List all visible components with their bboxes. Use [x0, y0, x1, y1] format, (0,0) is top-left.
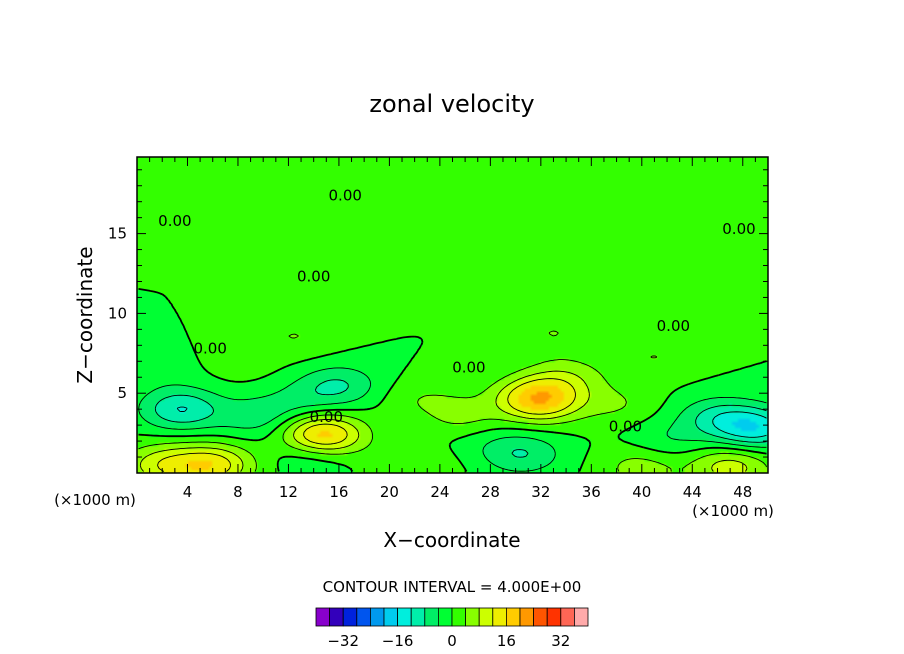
y-tick-label: 10 [108, 304, 127, 322]
x-tick-label: 44 [683, 483, 702, 501]
plot-area: 0.00 0.00 0.00 0.00 0.00 0.00 0.00 0.00 0.00 [136, 156, 769, 474]
colorbar-swatch [574, 607, 589, 627]
contour-label: 0.00 [722, 220, 755, 238]
x-tick-label: 40 [632, 483, 651, 501]
colorbar-swatch [329, 607, 344, 627]
contour-line [139, 370, 748, 472]
contour-labels: 0.00 0.00 0.00 0.00 0.00 0.00 0.00 0.00 0.00 [158, 186, 756, 435]
contour-label: 0.00 [193, 340, 226, 358]
colorbar-swatch [397, 607, 412, 627]
colorbar-tick-label: 32 [551, 632, 570, 650]
x-tick-label: 36 [582, 483, 601, 501]
x-unit-label-right: (×1000 m) [692, 502, 774, 520]
colorbar-swatch [478, 607, 494, 627]
colorbar-tick-label: 16 [497, 632, 516, 650]
colorbar-tick-label: −16 [382, 632, 414, 650]
velocity-field [137, 157, 768, 473]
colorbar-swatch [369, 607, 385, 627]
x-tick-label: 20 [380, 483, 399, 501]
y-tick-label: 15 [108, 225, 127, 243]
colorbar [315, 607, 589, 627]
contour-line [138, 330, 767, 472]
chart-title: zonal velocity [369, 90, 534, 118]
colorbar-swatch [410, 607, 426, 627]
colorbar-swatch [519, 607, 535, 627]
contour-label: 0.00 [297, 268, 330, 286]
x-tick-label: 32 [531, 483, 550, 501]
contour-line [154, 379, 767, 458]
contour-line [138, 367, 767, 472]
y-axis-label: Z−coordinate [73, 246, 97, 383]
x-tick-label: 28 [481, 483, 500, 501]
colorbar-swatch [546, 607, 562, 627]
x-tick-label: 8 [233, 483, 243, 501]
x-tick-label: 48 [733, 483, 752, 501]
colorbar-swatch [424, 607, 439, 627]
colorbar-swatch [560, 607, 575, 627]
colorbar-tick-labels: −32 −16 0 16 32 [327, 632, 570, 650]
x-unit-label-left: (×1000 m) [54, 491, 136, 509]
contour-label: 0.00 [452, 359, 485, 377]
colorbar-swatch [356, 607, 371, 627]
colorbar-swatch [383, 607, 399, 627]
x-tick-label: 12 [279, 483, 298, 501]
x-tick-label: 24 [430, 483, 449, 501]
colorbar-swatch [342, 607, 358, 627]
contour-label: 0.00 [609, 418, 642, 436]
contour-lines [138, 288, 767, 473]
colorbar-swatch [465, 607, 480, 627]
x-tick-label: 4 [183, 483, 193, 501]
colorbar-swatch [451, 607, 467, 627]
contour-interval-label: CONTOUR INTERVAL = 4.000E+00 [323, 578, 582, 596]
contour-label: 0.00 [329, 186, 362, 204]
contour-label: 0.00 [657, 317, 690, 335]
contour-line [157, 378, 576, 472]
contour-label: 0.00 [158, 212, 191, 230]
colorbar-swatch [437, 607, 453, 627]
contour-label: 0.00 [310, 408, 343, 426]
axis-ticks [137, 157, 768, 473]
x-tick-labels: 4 8 12 16 20 24 28 32 36 40 44 48 [183, 483, 753, 501]
colorbar-tick-label: −32 [327, 632, 359, 650]
contour-line [138, 288, 767, 473]
y-tick-label: 5 [117, 384, 127, 402]
colorbar-swatch [533, 607, 548, 627]
x-tick-label: 16 [329, 483, 348, 501]
colorbar-tick-label: 0 [447, 632, 457, 650]
colorbar-swatch [315, 607, 331, 627]
colorbar-swatch [505, 607, 521, 627]
contour-line [176, 406, 767, 438]
x-axis-label: X−coordinate [383, 528, 520, 552]
y-tick-labels: 5 10 15 [108, 225, 127, 403]
colorbar-swatch [492, 607, 507, 627]
